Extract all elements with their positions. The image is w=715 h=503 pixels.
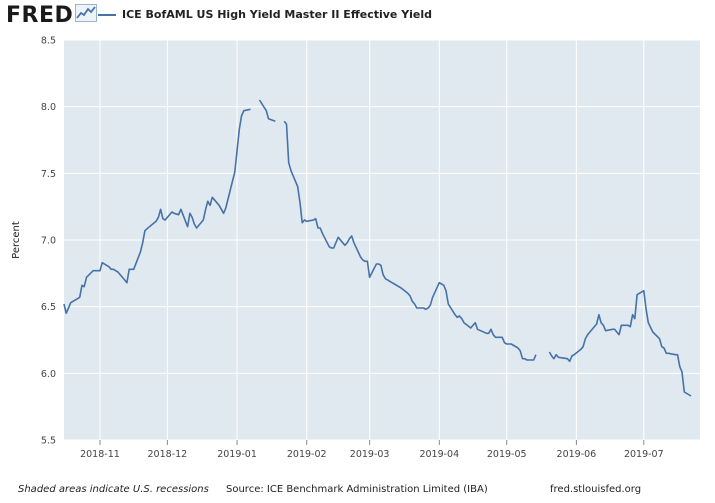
series-line-segment <box>548 289 692 397</box>
y-tick-label: 7.5 <box>41 169 56 180</box>
grid-lines <box>64 39 700 441</box>
y-tick-label: 5.5 <box>41 436 56 447</box>
y-tick-label: 6.0 <box>41 369 56 380</box>
legend-series-label: ICE BofAML US High Yield Master II Effec… <box>122 8 433 21</box>
line-chart: 5.5 6.0 6.5 7.0 7.5 8.0 8.5 2018-11 2018-12 2019… <box>11 36 700 460</box>
x-axis-ticks: 2018-11 2018-12 2019-01 2019-02 2019-03 2019-… <box>80 440 664 460</box>
recession-note: Shaded areas indicate U.S. recessions <box>18 484 209 495</box>
fred-url-link[interactable]: fred.stlouisfed.org <box>550 484 642 495</box>
fred-logo-text: FRED <box>6 2 74 28</box>
legend-series-swatch <box>98 13 116 16</box>
source-note: Source: ICE Benchmark Administration Lim… <box>226 484 488 495</box>
x-tick-label: 2019-05 <box>487 449 527 460</box>
series-lines <box>63 99 692 397</box>
y-axis-label: Percent <box>11 221 22 259</box>
x-tick-label: 2019-01 <box>217 449 257 460</box>
x-tick-label: 2018-12 <box>148 449 188 460</box>
fred-logo[interactable]: FRED <box>6 2 98 28</box>
x-tick-label: 2019-02 <box>287 449 327 460</box>
fred-chart-logo-icon <box>75 4 98 26</box>
y-axis-ticks: 5.5 6.0 6.5 7.0 7.5 8.0 8.5 <box>41 36 56 447</box>
y-tick-label: 7.0 <box>41 236 56 247</box>
series-line-segment <box>283 120 537 361</box>
x-tick-label: 2019-07 <box>624 449 664 460</box>
series-line-segment <box>63 108 251 315</box>
chart-legend: ICE BofAML US High Yield Master II Effec… <box>98 8 432 21</box>
x-tick-label: 2019-06 <box>557 449 597 460</box>
y-tick-label: 6.5 <box>41 302 56 313</box>
x-tick-label: 2018-11 <box>80 449 120 460</box>
chart-footer: Shaded areas indicate U.S. recessions So… <box>0 483 715 501</box>
series-line-segment <box>258 99 276 123</box>
y-tick-label: 8.5 <box>41 36 56 47</box>
chart-header: FRED ICE BofAML US High Yield Master II … <box>0 0 715 30</box>
x-tick-label: 2019-03 <box>350 449 390 460</box>
x-tick-label: 2019-04 <box>419 449 459 460</box>
y-tick-label: 8.0 <box>41 102 56 113</box>
